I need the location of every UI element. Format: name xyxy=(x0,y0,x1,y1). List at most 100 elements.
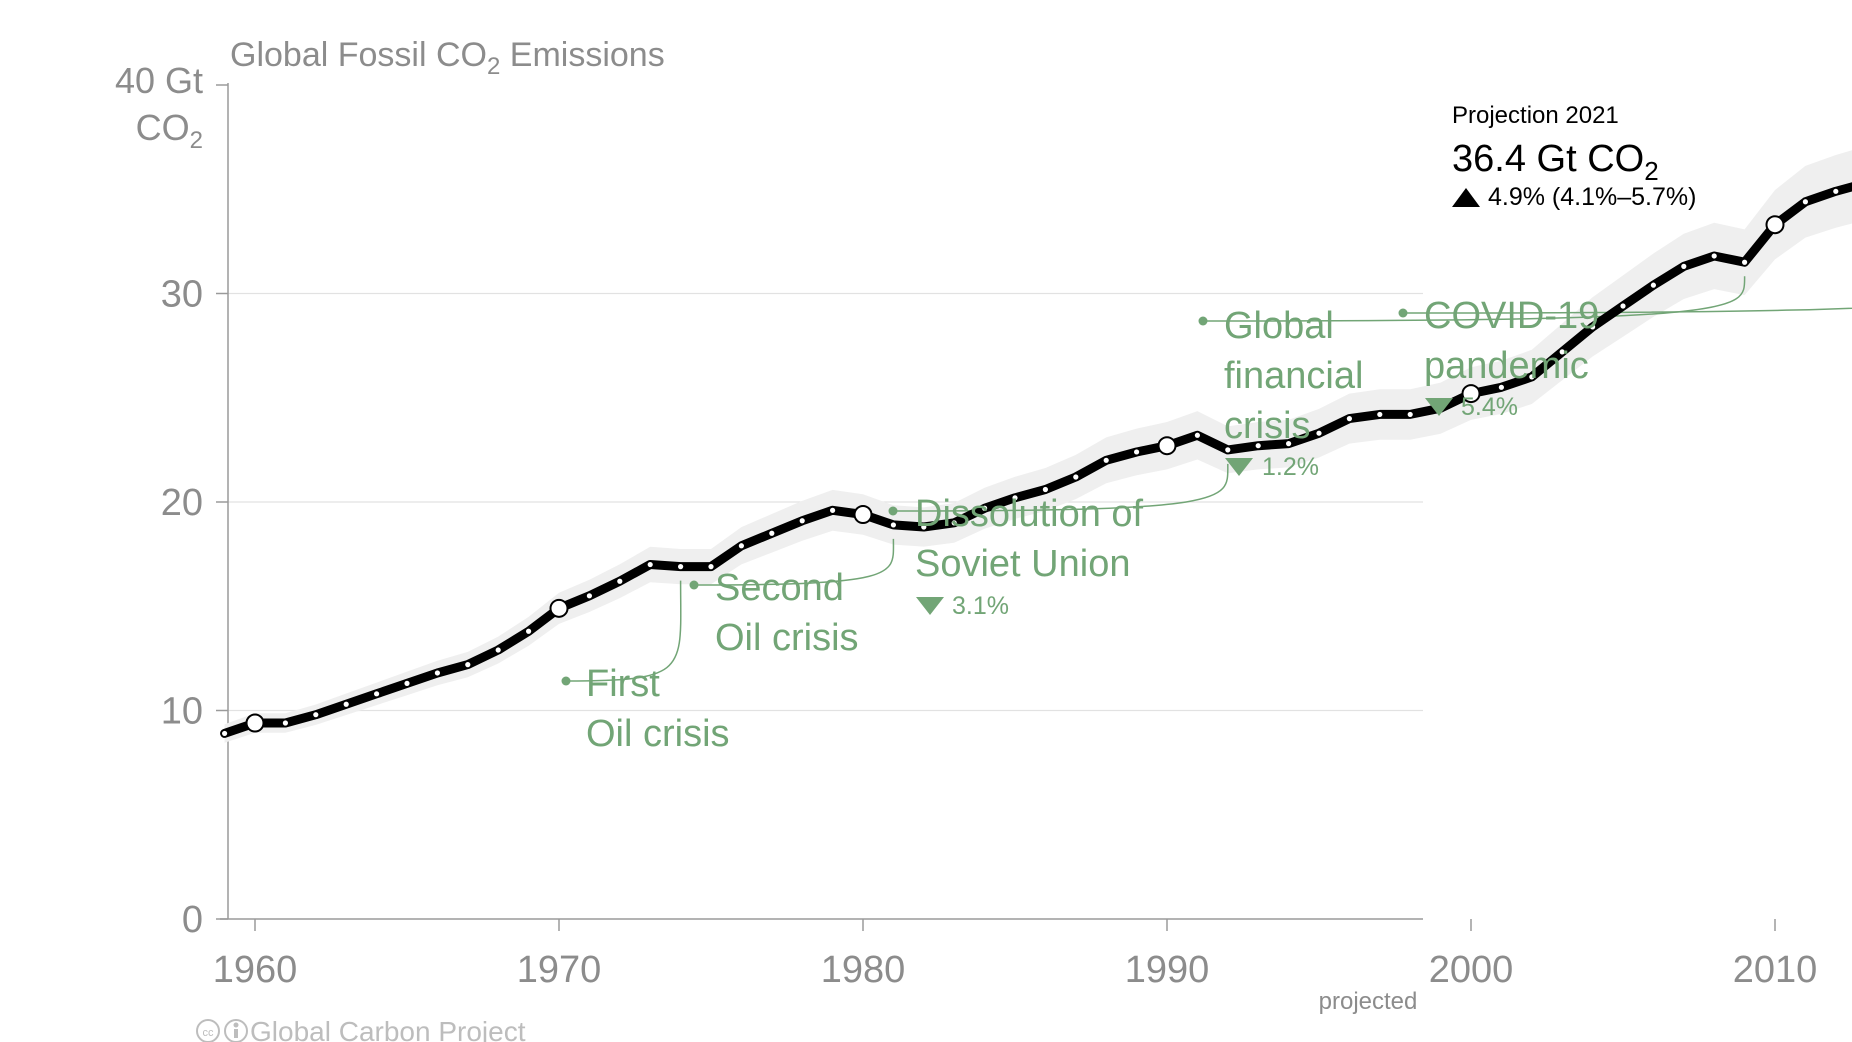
year-point-1977 xyxy=(769,530,775,536)
year-point-2009 xyxy=(1742,259,1748,265)
x-tick-label-1970: 1970 xyxy=(517,949,602,991)
year-point-1979 xyxy=(830,507,836,513)
annotation-leaders xyxy=(561,276,1852,686)
year-point-1984 xyxy=(982,505,988,511)
year-point-1975 xyxy=(708,564,714,570)
year-point-1997 xyxy=(1377,411,1383,418)
year-point-1988 xyxy=(1103,457,1109,463)
year-point-2004 xyxy=(1590,324,1596,330)
axes xyxy=(220,83,1423,920)
decade-marker-2000 xyxy=(1461,384,1481,404)
credit-text: Global Carbon Project xyxy=(250,1016,526,1042)
leader-dot-first_oil xyxy=(561,676,571,686)
projection-change: 4.9% (4.1%–5.7%) xyxy=(1488,183,1696,211)
x-tick-label-2000: 2000 xyxy=(1429,949,1514,991)
annotation-global-financial-crisis: Global financial crisis xyxy=(1224,305,1374,447)
yearly-points xyxy=(222,188,1839,737)
decrease-triangle-icon xyxy=(1425,398,1453,416)
year-point-1986 xyxy=(1042,486,1048,493)
year-point-1993 xyxy=(1255,443,1261,449)
leader-dot-covid xyxy=(1398,308,1408,318)
year-point-1967 xyxy=(465,662,471,668)
emissions-line xyxy=(220,182,1852,738)
emissions-line-path xyxy=(220,182,1852,738)
year-point-1995 xyxy=(1316,430,1322,436)
year-point-1971 xyxy=(586,593,593,599)
uncertainty-band xyxy=(224,150,1852,743)
year-point-1966 xyxy=(434,670,440,676)
x-tick-label-1980: 1980 xyxy=(821,949,906,991)
attribution-icon-body xyxy=(234,1029,238,1038)
year-point-1976 xyxy=(738,543,745,549)
leader-line-covid xyxy=(1402,307,1852,314)
uncertainty-band-area xyxy=(224,150,1852,743)
year-point-2001 xyxy=(1498,384,1504,390)
year-point-1998 xyxy=(1407,411,1413,418)
annotation-soviet-union: Dissolution of Soviet Union xyxy=(915,493,1154,585)
y-tick-label-10: 10 xyxy=(161,691,203,733)
attribution-icon-head xyxy=(233,1022,239,1028)
year-point-1972 xyxy=(617,578,623,584)
x-tick-label-1960: 1960 xyxy=(213,949,298,991)
decade-marker-1970 xyxy=(549,598,569,618)
leader-line-soviet xyxy=(892,463,1229,512)
annotation-covid-pandemic: COVID-19 pandemic xyxy=(1424,295,1610,387)
y-axis-unit-label: CO2 xyxy=(136,107,203,154)
annotation-second-oil-crisis: Second Oil crisis xyxy=(715,567,859,659)
year-point-2005 xyxy=(1620,303,1626,309)
y-tick-label-20: 20 xyxy=(161,482,203,524)
projection-value: 36.4 Gt CO2 xyxy=(1452,138,1659,186)
year-point-1982 xyxy=(921,524,927,530)
year-point-2003 xyxy=(1559,349,1565,355)
y-axis-top-label: 40 Gt xyxy=(115,60,203,101)
year-point-1963 xyxy=(343,701,349,707)
year-point-1959 xyxy=(222,730,228,737)
y-tick-label-0: 0 xyxy=(182,899,203,941)
increase-triangle-icon xyxy=(1452,188,1480,207)
year-point-1992 xyxy=(1225,447,1231,453)
year-point-1978 xyxy=(799,518,805,524)
year-point-1987 xyxy=(1073,474,1079,480)
year-point-1981 xyxy=(890,522,897,528)
year-point-2007 xyxy=(1681,263,1687,269)
year-point-1991 xyxy=(1194,432,1200,438)
year-point-1962 xyxy=(313,712,319,718)
annotation-first-oil-crisis: First Oil crisis xyxy=(586,663,730,755)
leader-dot-second_oil xyxy=(689,580,699,590)
year-point-1989 xyxy=(1134,449,1140,455)
x-tick-label-2010: 2010 xyxy=(1733,949,1818,991)
cc-license-icon-text: cc xyxy=(203,1027,215,1039)
year-point-1968 xyxy=(495,647,501,653)
leader-dot-gfc xyxy=(1198,316,1208,326)
year-point-1969 xyxy=(526,628,532,634)
year-point-2002 xyxy=(1529,374,1535,380)
decade-marker-1990 xyxy=(1157,436,1177,456)
credit: cc Global Carbon Project xyxy=(196,1016,526,1042)
year-point-1996 xyxy=(1346,416,1352,422)
annotation-gfc-pct: 1.2% xyxy=(1262,453,1319,481)
leader-dot-soviet xyxy=(888,506,898,516)
year-point-1965 xyxy=(404,680,410,686)
annotation-soviet-union-pct: 3.1% xyxy=(952,592,1009,620)
cc-license-icon xyxy=(196,1019,220,1042)
year-point-2006 xyxy=(1650,282,1656,288)
year-point-1973 xyxy=(647,561,653,568)
year-point-2008 xyxy=(1711,253,1717,259)
year-point-1985 xyxy=(1012,495,1018,501)
y-ticks: 0 10 20 30 xyxy=(161,84,228,941)
projected-label: projected xyxy=(1319,988,1418,1015)
decrease-triangle-icon xyxy=(1225,458,1253,476)
y-tick-label-30: 30 xyxy=(161,274,203,316)
x-ticks: 1960197019801990200020102021 xyxy=(213,919,1818,991)
attribution-icon xyxy=(224,1019,248,1042)
year-point-1961 xyxy=(282,720,288,726)
leader-line-second_oil xyxy=(693,538,895,586)
leader-line-first_oil xyxy=(565,580,682,682)
decade-marker-2010 xyxy=(1765,215,1785,235)
year-point-1994 xyxy=(1286,441,1292,447)
decade-marker-1980 xyxy=(853,505,873,525)
year-point-2012 xyxy=(1833,188,1839,194)
year-point-1983 xyxy=(951,520,957,526)
decrease-triangle-icon xyxy=(916,597,944,615)
